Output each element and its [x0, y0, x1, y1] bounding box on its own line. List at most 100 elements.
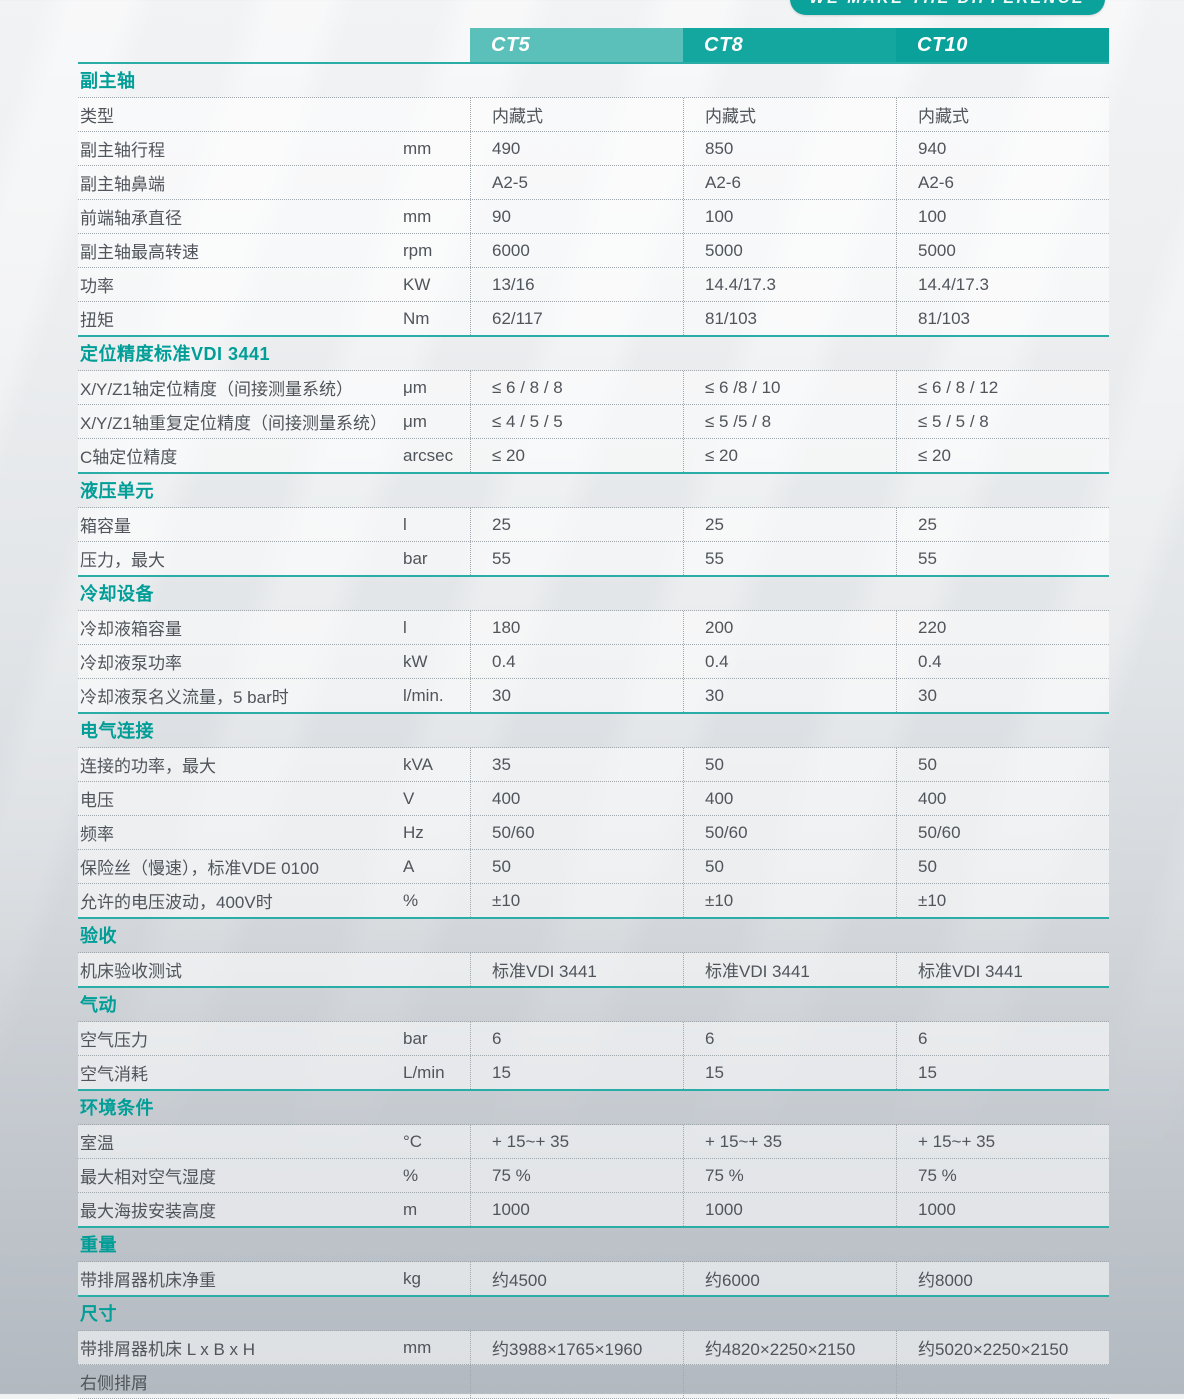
spec-unit: % [403, 890, 419, 910]
spec-value-ct5: A2-5 [470, 166, 683, 199]
spec-value-ct5: 75 % [470, 1159, 683, 1192]
spec-row: 副主轴行程 mm 490 850 940 [78, 132, 1109, 166]
spec-row: 副主轴鼻端 A2-5 A2-6 A2-6 [78, 166, 1109, 200]
section-title: 气动 [78, 986, 1109, 1022]
spec-value-ct5: 15 [470, 1056, 683, 1089]
section-title: 电气连接 [78, 712, 1109, 748]
spec-value-ct10: 220 [896, 611, 1109, 644]
spec-row: 最大海拔安装高度 m 1000 1000 1000 [78, 1193, 1109, 1226]
spec-label: 右侧排屑 [80, 1374, 148, 1393]
column-header-ct10: CT10 [896, 28, 1109, 62]
spec-value-ct10: 30 [896, 679, 1109, 712]
spec-value-ct5: 30 [470, 679, 683, 712]
spec-value-ct5: 标准VDI 3441 [470, 953, 683, 986]
spec-value-ct8: 30 [683, 679, 896, 712]
spec-label: 冷却液箱容量 [80, 620, 182, 639]
spec-value-ct5: ±10 [470, 884, 683, 917]
spec-value-ct10: ±10 [896, 884, 1109, 917]
spec-row: 室温 °C + 15~+ 35 + 15~+ 35 + 15~+ 35 [78, 1125, 1109, 1159]
spec-unit: bar [403, 548, 428, 568]
spec-row: 冷却液泵名义流量，5 bar时 l/min. 30 30 30 [78, 679, 1109, 712]
spec-value-ct8: 200 [683, 611, 896, 644]
spec-label: 室温 [80, 1134, 114, 1153]
spec-label: 连接的功率，最大 [80, 757, 216, 776]
spec-label: 扭矩 [80, 311, 114, 330]
spec-value-ct5: 6 [470, 1022, 683, 1055]
spec-unit: μm [403, 411, 427, 431]
spec-value-ct5: ≤ 4 / 5 / 5 [470, 405, 683, 438]
spec-unit [403, 98, 470, 131]
spec-value-ct10: 75 % [896, 1159, 1109, 1192]
spec-row: 电压 V 400 400 400 [78, 782, 1109, 816]
spec-value-ct10: 14.4/17.3 [896, 268, 1109, 301]
spec-unit: m [403, 1199, 418, 1219]
spec-value-ct5 [470, 1365, 683, 1398]
spec-section: 气动 空气压力 bar 6 6 6 空气消耗 L/min 15 15 15 [78, 986, 1109, 1089]
spec-value-ct10: 约8000 [896, 1262, 1109, 1295]
spec-label: 电压 [80, 791, 114, 810]
spec-table-body: 副主轴 类型 内藏式 内藏式 内藏式 副主轴行程 mm 490 850 940 副主轴鼻端 A2-5 A… [78, 62, 1109, 1399]
spec-unit: mm [403, 138, 432, 158]
spec-value-ct10: 内藏式 [896, 98, 1109, 131]
spec-label: 机床验收测试 [80, 962, 182, 981]
spec-value-ct5: ≤ 20 [470, 439, 683, 472]
spec-row: X/Y/Z1轴定位精度（间接测量系统） μm ≤ 6 / 8 / 8 ≤ 6 /8 /… [78, 371, 1109, 405]
spec-label: 保险丝（慢速），标准VDE 0100 [80, 859, 319, 878]
spec-unit: °C [403, 1131, 423, 1151]
spec-value-ct8: ±10 [683, 884, 896, 917]
spec-value-ct5: 内藏式 [470, 98, 683, 131]
spec-row: 带排屑器机床 L x B x H mm 约3988×1765×1960 约4820×2… [78, 1331, 1109, 1365]
spec-value-ct8 [683, 1365, 896, 1398]
spec-row: 最大相对空气湿度% 75 % 75 % 75 % [78, 1159, 1109, 1193]
spec-value-ct10: 标准VDI 3441 [896, 953, 1109, 986]
spec-value-ct8: 81/103 [683, 302, 896, 335]
spec-value-ct8: ≤ 5 /5 / 8 [683, 405, 896, 438]
spec-row: 副主轴最高转速 rpm 6000 5000 5000 [78, 234, 1109, 268]
column-headers: CT5 CT8 CT10 [470, 28, 1109, 62]
spec-value-ct5: 50 [470, 850, 683, 883]
spec-value-ct8: 400 [683, 782, 896, 815]
spec-unit [403, 166, 470, 199]
section-title: 定位精度标准VDI 3441 [78, 335, 1109, 371]
spec-value-ct10: 50 [896, 850, 1109, 883]
spec-value-ct5: 约4500 [470, 1262, 683, 1295]
spec-row: 冷却液泵功率 kW 0.4 0.4 0.4 [78, 645, 1109, 679]
spec-value-ct10: A2-6 [896, 166, 1109, 199]
spec-value-ct10: 约5020×2250×2150 [896, 1331, 1109, 1364]
spec-value-ct5: 50/60 [470, 816, 683, 849]
spec-label: 带排屑器机床 L x B x H [80, 1340, 256, 1359]
spec-unit: l/min. [403, 685, 444, 705]
spec-value-ct10: ≤ 5 / 5 / 8 [896, 405, 1109, 438]
spec-label: 副主轴鼻端 [80, 175, 165, 194]
spec-label: 类型 [80, 107, 114, 126]
spec-value-ct8: 15 [683, 1056, 896, 1089]
section-title: 副主轴 [78, 62, 1109, 98]
spec-unit [403, 953, 470, 986]
spec-section: 环境条件 室温 °C + 15~+ 35 + 15~+ 35 + 15~+ 35 最大相对空… [78, 1089, 1109, 1226]
spec-value-ct5: 490 [470, 132, 683, 165]
spec-section: 液压单元 箱容量 l 25 25 25 压力，最大 bar 55 55 55 [78, 472, 1109, 575]
spec-unit: kW [403, 651, 428, 671]
spec-unit: rpm [403, 240, 433, 260]
spec-value-ct8: 50/60 [683, 816, 896, 849]
spec-value-ct10: ≤ 6 / 8 / 12 [896, 371, 1109, 404]
spec-value-ct8: 50 [683, 748, 896, 781]
spec-row: 带排屑器机床净重 kg 约4500 约6000 约8000 [78, 1262, 1109, 1295]
spec-unit: KW [403, 274, 431, 294]
section-title: 尺寸 [78, 1295, 1109, 1331]
spec-value-ct5: 90 [470, 200, 683, 233]
spec-label: X/Y/Z1轴定位精度（间接测量系统） [80, 380, 353, 399]
spec-value-ct8: 1000 [683, 1193, 896, 1226]
spec-unit: kg [403, 1268, 421, 1288]
spec-label: 冷却液泵名义流量，5 bar时 [80, 688, 289, 707]
spec-label: 空气压力 [80, 1031, 148, 1050]
spec-value-ct10: 55 [896, 542, 1109, 575]
section-title: 验收 [78, 917, 1109, 953]
spec-unit: mm [403, 206, 432, 226]
spec-row: 前端轴承直径 mm 90 100 100 [78, 200, 1109, 234]
spec-row: 类型 内藏式 内藏式 内藏式 [78, 98, 1109, 132]
spec-value-ct10: + 15~+ 35 [896, 1125, 1109, 1158]
spec-value-ct10: 940 [896, 132, 1109, 165]
spec-unit: μm [403, 377, 427, 397]
spec-value-ct8: 850 [683, 132, 896, 165]
